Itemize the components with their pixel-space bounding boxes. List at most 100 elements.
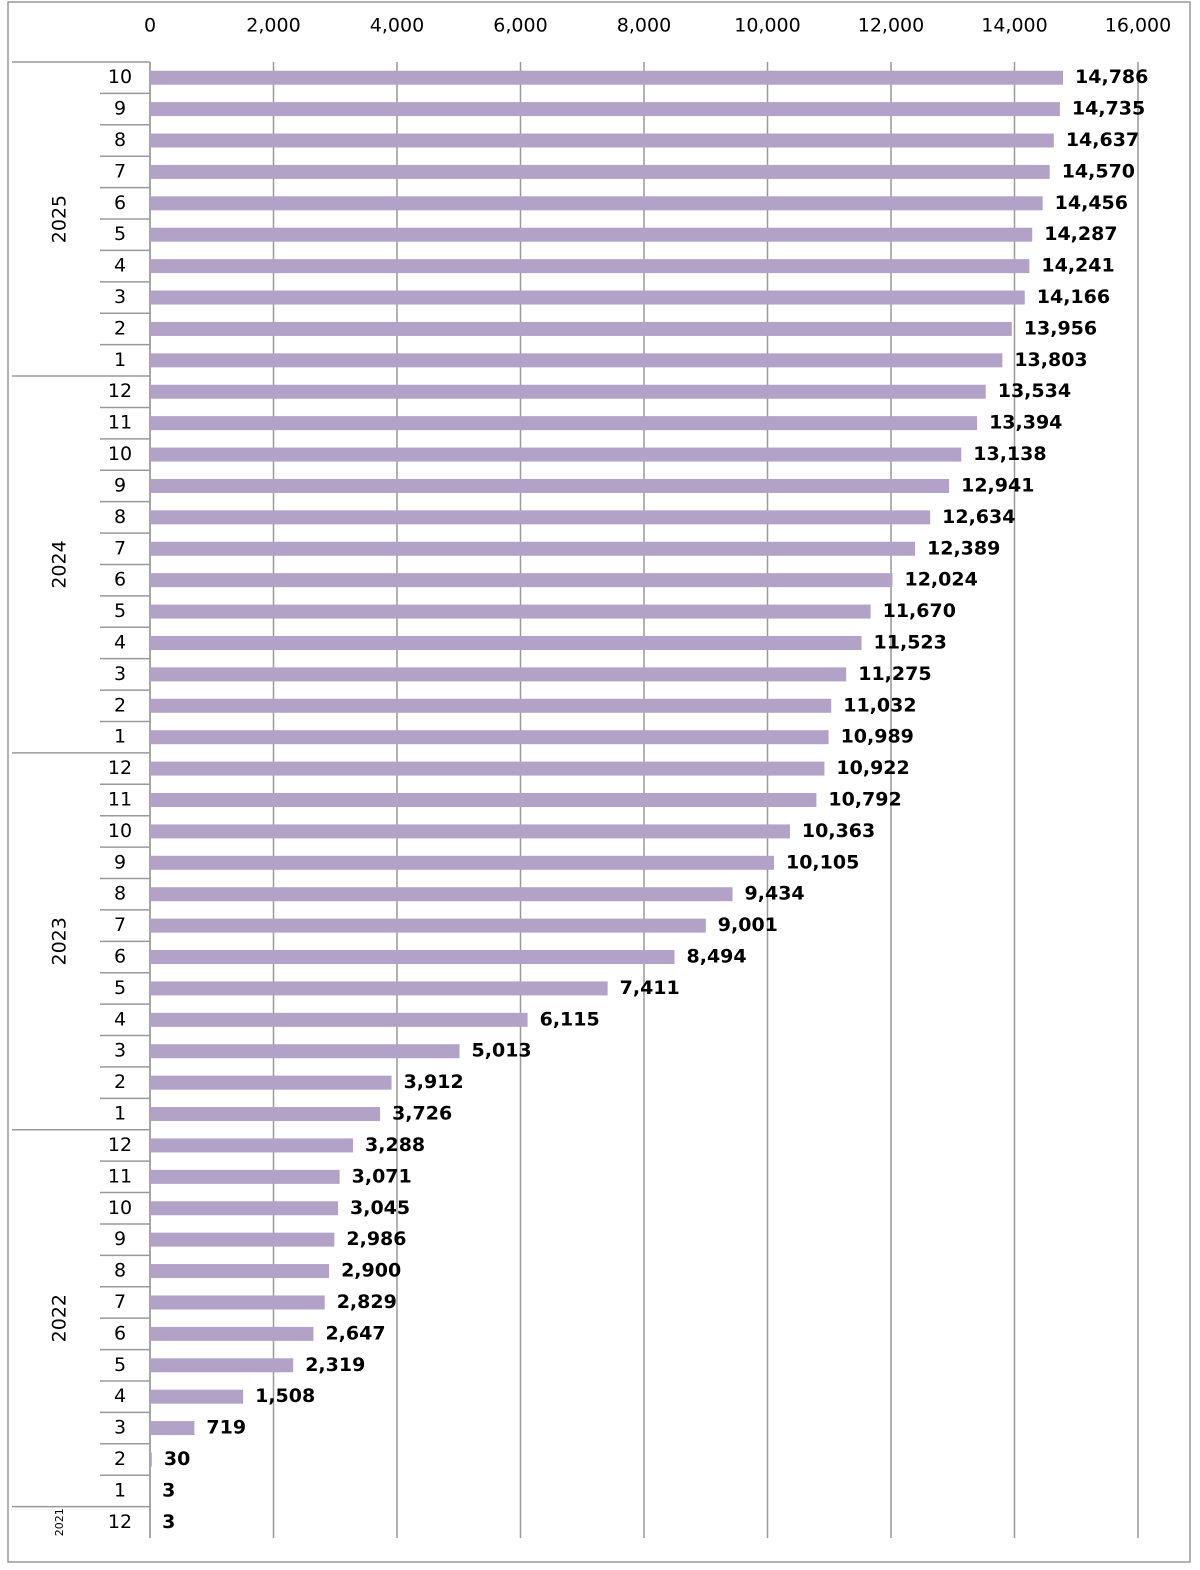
value-label: 11,670 — [883, 600, 956, 622]
y-tick-label: 5 — [114, 600, 126, 622]
bar — [150, 1044, 460, 1058]
value-label: 14,735 — [1072, 98, 1145, 120]
y-tick-label: 4 — [114, 1008, 126, 1030]
bar — [150, 196, 1043, 210]
y-tick-label: 4 — [114, 255, 126, 277]
value-label: 12,024 — [904, 569, 977, 591]
bar — [150, 385, 986, 399]
y-tick-label: 7 — [114, 1291, 126, 1313]
value-label: 13,534 — [998, 380, 1071, 402]
bar — [150, 291, 1025, 305]
y-tick-label: 1 — [114, 349, 126, 371]
bar — [150, 730, 829, 744]
value-label: 12,389 — [927, 537, 1000, 559]
value-label: 10,989 — [841, 726, 914, 748]
x-tick-label: 8,000 — [617, 15, 671, 37]
bar — [150, 510, 930, 524]
x-tick-label: 14,000 — [981, 15, 1047, 37]
y-tick-label: 7 — [114, 537, 126, 559]
y-tick-label: 11 — [108, 1165, 132, 1187]
y-tick-label: 3 — [114, 1417, 126, 1439]
value-label: 2,829 — [337, 1291, 397, 1313]
y-tick-label: 8 — [114, 506, 126, 528]
value-label: 719 — [206, 1417, 246, 1439]
bar — [150, 1201, 338, 1215]
group-label: 2025 — [49, 195, 71, 243]
value-label: 7,411 — [620, 977, 680, 999]
value-label: 9,434 — [745, 883, 805, 905]
value-label: 3 — [162, 1479, 175, 1501]
y-tick-label: 2 — [114, 1071, 126, 1093]
y-tick-label: 11 — [108, 789, 132, 811]
value-label: 10,105 — [786, 851, 859, 873]
value-label: 3,045 — [350, 1197, 410, 1219]
bar — [150, 1452, 152, 1466]
y-tick-label: 7 — [114, 160, 126, 182]
y-tick-label: 4 — [114, 1385, 126, 1407]
y-tick-label: 6 — [114, 569, 126, 591]
bar — [150, 1264, 329, 1278]
bar — [150, 856, 774, 870]
value-label: 14,456 — [1055, 192, 1128, 214]
y-tick-label: 2 — [114, 1448, 126, 1470]
y-tick-label: 12 — [108, 1134, 132, 1156]
value-label: 6,115 — [540, 1008, 600, 1030]
bar — [150, 71, 1063, 85]
bar — [150, 479, 949, 493]
y-tick-label: 10 — [108, 1197, 132, 1219]
x-tick-label: 10,000 — [734, 15, 800, 37]
bar — [150, 605, 871, 619]
bar — [150, 1107, 380, 1121]
x-tick-label: 12,000 — [858, 15, 924, 37]
value-label: 5,013 — [472, 1040, 532, 1062]
bar — [150, 636, 862, 650]
value-label: 3,071 — [352, 1165, 412, 1187]
bar — [150, 1013, 528, 1027]
y-tick-label: 8 — [114, 129, 126, 151]
y-tick-label: 6 — [114, 946, 126, 968]
bar — [150, 824, 790, 838]
y-tick-label: 6 — [114, 1322, 126, 1344]
x-tick-label: 6,000 — [493, 15, 547, 37]
bar — [150, 1390, 243, 1404]
bar — [150, 667, 846, 681]
bar — [150, 762, 824, 776]
value-label: 2,319 — [305, 1354, 365, 1376]
value-label: 3,912 — [404, 1071, 464, 1093]
value-label: 14,287 — [1044, 223, 1117, 245]
y-tick-label: 1 — [114, 726, 126, 748]
x-tick-label: 16,000 — [1105, 15, 1171, 37]
y-tick-label: 6 — [114, 192, 126, 214]
value-label: 11,275 — [858, 663, 931, 685]
y-tick-label: 5 — [114, 977, 126, 999]
y-tick-label: 12 — [108, 1511, 132, 1533]
y-tick-label: 3 — [114, 1040, 126, 1062]
x-tick-label: 2,000 — [246, 15, 300, 37]
bar — [150, 1295, 325, 1309]
bar — [150, 699, 831, 713]
value-label: 3,288 — [365, 1134, 425, 1156]
group-label: 2022 — [49, 1294, 71, 1342]
value-label: 8,494 — [687, 946, 747, 968]
y-tick-label: 1 — [114, 1479, 126, 1501]
y-tick-label: 4 — [114, 631, 126, 653]
value-label: 9,001 — [718, 914, 778, 936]
value-label: 14,637 — [1066, 129, 1139, 151]
value-label: 3,726 — [392, 1103, 452, 1125]
bar — [150, 950, 675, 964]
value-label: 13,138 — [973, 443, 1046, 465]
group-label: 2023 — [49, 917, 71, 965]
value-label: 11,032 — [843, 694, 916, 716]
y-tick-label: 2 — [114, 694, 126, 716]
x-tick-label: 0 — [144, 15, 156, 37]
bar — [150, 259, 1029, 273]
value-label: 30 — [164, 1448, 190, 1470]
value-label: 14,786 — [1075, 66, 1148, 88]
value-label: 11,523 — [874, 631, 947, 653]
value-label: 12,634 — [942, 506, 1015, 528]
value-label: 10,792 — [828, 789, 901, 811]
bar — [150, 1358, 293, 1372]
value-label: 2,986 — [346, 1228, 406, 1250]
y-tick-label: 12 — [108, 757, 132, 779]
